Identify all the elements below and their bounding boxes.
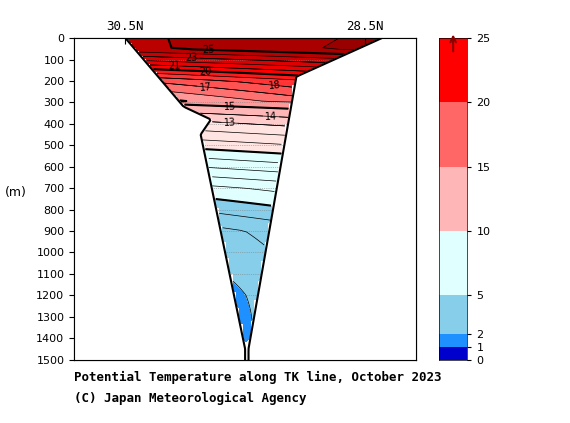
Bar [439,334,467,347]
Bar [439,102,467,167]
Text: 23: 23 [185,53,198,63]
Text: Potential Temperature along TK line, October 2023: Potential Temperature along TK line, Oct… [74,371,442,384]
Bar [439,347,467,360]
Text: 13: 13 [223,118,236,128]
Text: 17: 17 [199,81,212,93]
Polygon shape [74,38,245,360]
Text: 14: 14 [264,111,278,122]
Text: (C) Japan Meteorological Agency: (C) Japan Meteorological Agency [74,392,307,405]
Bar [439,38,467,102]
Bar [439,231,467,295]
Text: 20: 20 [199,66,212,77]
Y-axis label: (m): (m) [5,186,26,199]
Bar [439,167,467,231]
Text: 18: 18 [268,80,281,91]
Bar [439,295,467,334]
Text: 21: 21 [168,60,181,71]
Text: 15: 15 [223,101,236,112]
Text: 25: 25 [202,45,215,55]
Polygon shape [249,38,416,360]
